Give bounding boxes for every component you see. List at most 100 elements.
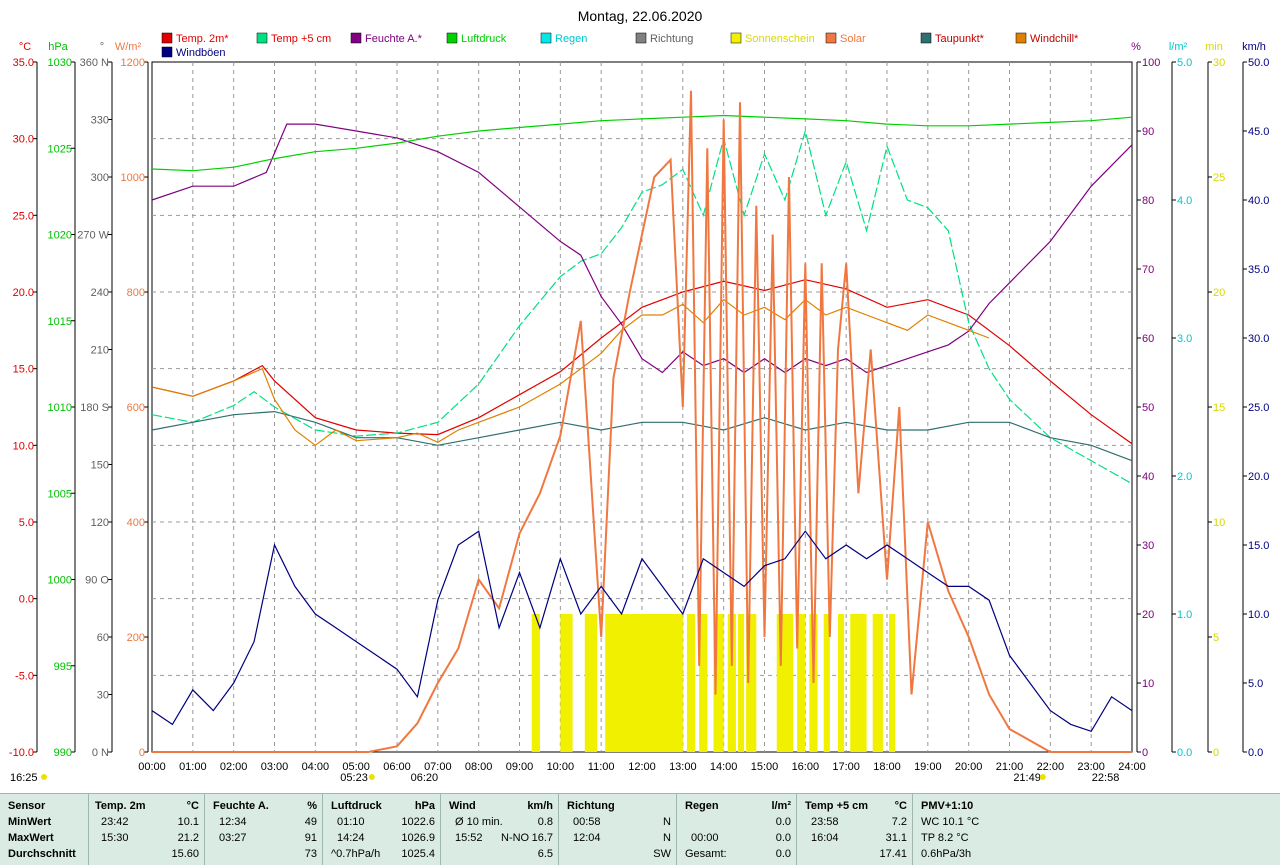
direction-r1-time: 00:58	[573, 816, 601, 828]
x-tick-label: 13:00	[669, 761, 697, 773]
pmv-dewpoint: TP 8.2 °C	[921, 832, 969, 844]
direction-tick-label: 180 S	[80, 402, 109, 414]
temp-tick-label: 15.0	[13, 364, 34, 376]
direction-tick-label: 300	[91, 172, 109, 184]
rain-total-label: Gesamt:	[685, 848, 727, 860]
x-tick-label: 10:00	[547, 761, 575, 773]
rain-axis-unit: l/m²	[1169, 41, 1188, 53]
pmv-pressure-trend: 0.6hPa/3h	[921, 848, 972, 860]
solar-tick-label: 800	[127, 287, 145, 299]
temp-tick-label: -5.0	[15, 670, 34, 682]
minwert-label: MinWert	[8, 816, 52, 828]
series-temp-5-cm	[151, 128, 1133, 485]
wind-tick-label: 5.0	[1248, 678, 1263, 690]
sunshine-bar	[889, 614, 896, 752]
temp-tick-label: 35.0	[13, 57, 34, 69]
pressure-tick-label: 1010	[48, 402, 72, 414]
humidity-tick-label: 70	[1142, 264, 1154, 276]
wind-tick-label: 30.0	[1248, 333, 1269, 345]
sunshine-bar	[584, 614, 598, 752]
sunrise-icon	[368, 774, 375, 780]
temp-tick-label: -10.0	[9, 747, 34, 759]
temp2m-max: 21.2	[177, 832, 199, 844]
legend-swatch	[446, 32, 458, 44]
sunshine-bar	[727, 614, 736, 752]
legend-swatch	[161, 46, 173, 58]
legend-swatch	[1015, 32, 1027, 44]
direction-column: Richtung 00:58 N 12:04 N SW	[558, 794, 677, 865]
legend-label: Sonnenschein	[745, 33, 815, 45]
temp2m-min: 10.1	[177, 816, 199, 828]
legend-label: Windböen	[176, 47, 226, 59]
direction-tick-label: 240	[91, 287, 109, 299]
x-tick-label: 03:00	[261, 761, 289, 773]
x-tick-label: 22:00	[1037, 761, 1065, 773]
x-tick-label: 09:00	[506, 761, 534, 773]
legend-label: Richtung	[650, 33, 693, 45]
series-taupunkt	[151, 410, 1133, 462]
legend-label: Regen	[555, 33, 587, 45]
humidity-tick-label: 30	[1142, 540, 1154, 552]
series-windchill	[151, 298, 990, 447]
pressure-tick-label: 990	[54, 747, 72, 759]
sunshine-tick-label: 15	[1213, 402, 1225, 414]
wind-tick-label: 0.0	[1248, 747, 1263, 759]
direction-tick-label: 270 W	[77, 230, 109, 242]
rain-r1: 0.0	[775, 816, 791, 828]
temp-tick-label: 30.0	[13, 134, 34, 146]
pressure-header: Luftdruck	[331, 800, 382, 812]
x-tick-label: 15:00	[751, 761, 779, 773]
humidity-tick-label: 50	[1142, 402, 1154, 414]
direction-header: Richtung	[567, 800, 615, 812]
x-tick-label: 19:00	[914, 761, 942, 773]
sunshine-bar	[713, 614, 724, 752]
temp2m-min-time: 23:42	[101, 816, 129, 828]
temp-axis-unit: °C	[19, 41, 31, 53]
legend-swatch	[540, 32, 552, 44]
direction-axis-unit: °	[100, 41, 104, 53]
rain-tick-label: 0.0	[1177, 747, 1192, 759]
wind-10min: 0.8	[537, 816, 553, 828]
legend-swatch	[350, 32, 362, 44]
pressure-min-time: 01:10	[337, 816, 365, 828]
x-tick-label: 12:00	[628, 761, 656, 773]
pmv-windchill: WC 10.1 °C	[921, 816, 980, 828]
x-tick-label: 11:00	[588, 761, 615, 773]
humidity-header: Feuchte A.	[213, 800, 269, 812]
pressure-axis-unit: hPa	[48, 41, 68, 53]
rain-tick-label: 5.0	[1177, 57, 1192, 69]
temp5cm-min: 7.2	[891, 816, 907, 828]
wind-axis-unit: km/h	[1242, 41, 1266, 53]
x-tick-label: 18:00	[873, 761, 901, 773]
pressure-min: 1022.6	[401, 816, 435, 828]
pressure-tick-label: 1015	[48, 316, 72, 328]
sunshine-tick-label: 10	[1213, 517, 1225, 529]
sunshine-bar	[686, 614, 696, 752]
wind-10min-label: Ø 10 min.	[455, 816, 503, 828]
pressure-max: 1026.9	[401, 832, 435, 844]
solar-tick-label: 1200	[121, 57, 145, 69]
pressure-trend: ^0.7hPa/h	[331, 848, 381, 860]
x-tick-label: 06:00	[383, 761, 411, 773]
solar-tick-label: 0	[139, 747, 145, 759]
wind-max-time: 15:52	[455, 832, 483, 844]
direction-tick-label: 150	[91, 460, 109, 472]
legend-swatch	[730, 32, 742, 44]
sunshine-bar	[838, 614, 845, 752]
moonrise-label: 16:25	[10, 772, 38, 784]
sunrise-label: 05:23	[340, 772, 368, 784]
wind-tick-label: 40.0	[1248, 195, 1269, 207]
temp-tick-label: 10.0	[13, 440, 34, 452]
legend-label: Solar	[840, 33, 866, 45]
humidity-tick-label: 0	[1142, 747, 1148, 759]
moonrise-icon	[41, 774, 47, 780]
x-tick-label: 21:00	[996, 761, 1024, 773]
pmv-column: PMV+1:10 WC 10.1 °C TP 8.2 °C 0.6hPa/3h	[912, 794, 1280, 865]
civil-dawn-label: 06:20	[411, 772, 439, 784]
rain-r2: 0.0	[775, 832, 791, 844]
wind-tick-label: 15.0	[1248, 540, 1269, 552]
rain-unit: l/m²	[771, 800, 791, 812]
wind-column: Wind km/h Ø 10 min. 0.8 15:52 N-NO 16.7 …	[440, 794, 559, 865]
sunshine-bar	[850, 614, 867, 752]
legend-swatch	[256, 32, 268, 44]
